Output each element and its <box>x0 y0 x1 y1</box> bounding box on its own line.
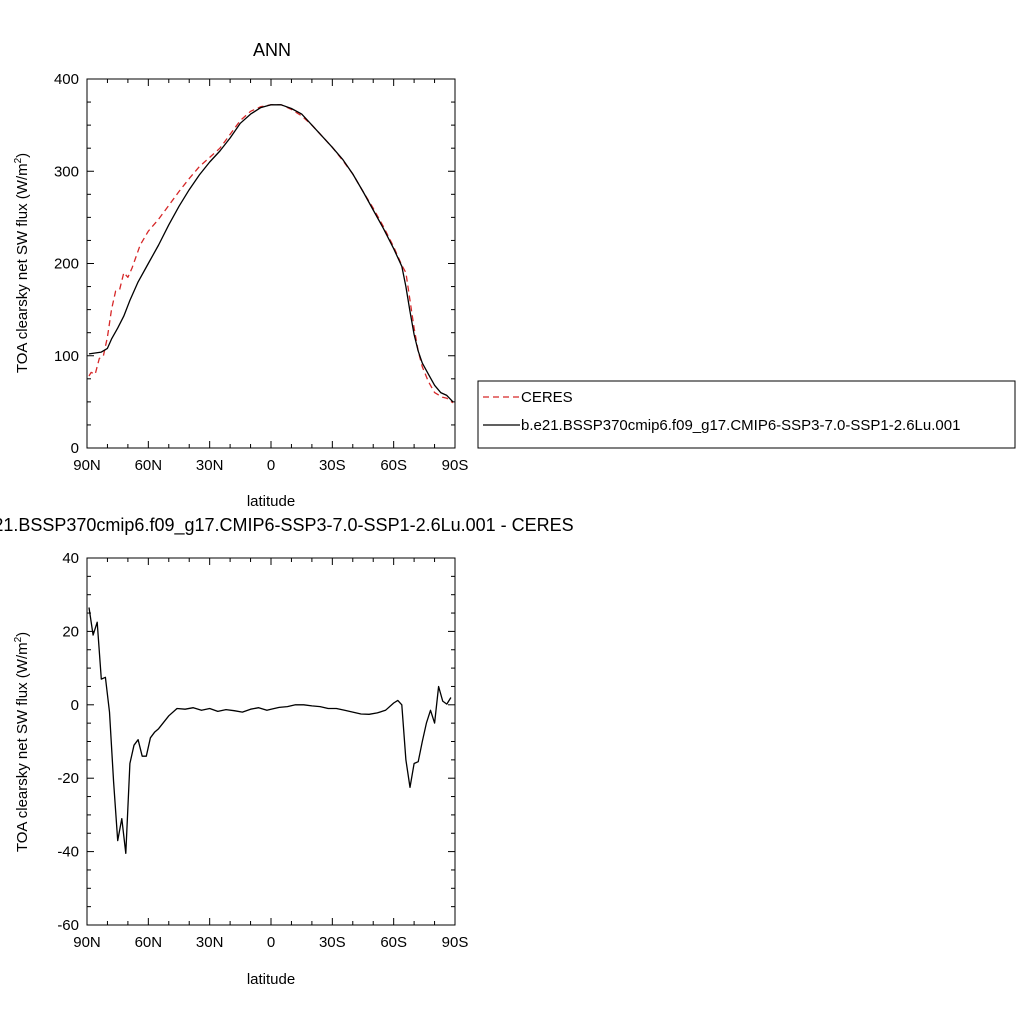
x-tick-label: 30N <box>196 457 224 474</box>
y-tick-label: -40 <box>57 844 79 861</box>
panel-1-x-axis-title: latitude <box>247 493 295 510</box>
panel-1-title: ANN <box>253 40 291 60</box>
series-line-difference <box>88 607 452 855</box>
y-tick-label: -60 <box>57 917 79 934</box>
y-tick-label: 20 <box>62 623 79 640</box>
y-tick-label: 0 <box>71 697 79 714</box>
x-tick-label: 60N <box>135 457 163 474</box>
legend-ceres-label: CERES <box>521 389 573 406</box>
x-tick-label: 0 <box>267 934 275 951</box>
x-tick-label: 90N <box>73 934 101 951</box>
x-tick-label: 30S <box>319 457 346 474</box>
y-tick-label: 400 <box>54 71 79 88</box>
y-tick-label: -20 <box>57 770 79 787</box>
panel-1-y-axis-title: TOA clearsky net SW flux (W/m2) <box>13 153 31 373</box>
panel-annual-mean: ANN 90N 60N 30N 0 30S 60S 90S 0 100 200 300 400 lat… <box>13 40 468 510</box>
y-tick-label: 300 <box>54 163 79 180</box>
panel-2-title: b.e21.BSSP370cmip6.f09_g17.CMIP6-SSP3-7.… <box>0 515 574 536</box>
x-tick-label: 30S <box>319 934 346 951</box>
panel-1-plot-area: 90N 60N 30N 0 30S 60S 90S 0 100 200 300 400 <box>54 71 468 474</box>
y-tick-label: 200 <box>54 256 79 273</box>
x-tick-label: 90S <box>442 934 469 951</box>
panel-difference: b.e21.BSSP370cmip6.f09_g17.CMIP6-SSP3-7.… <box>0 515 574 988</box>
y-tick-label: 0 <box>71 440 79 457</box>
panel-2-plot-area: 90N 60N 30N 0 30S 60S 90S -60 -40 -20 0 20 40 <box>57 550 468 951</box>
legend-box <box>477 380 1016 449</box>
x-tick-label: 60S <box>380 457 407 474</box>
panel-2-x-axis-title: latitude <box>247 971 295 988</box>
x-tick-label: 60S <box>380 934 407 951</box>
x-tick-label: 30N <box>196 934 224 951</box>
x-tick-label: 90N <box>73 457 101 474</box>
series-line-ceres <box>88 104 454 404</box>
plot-frame <box>86 557 456 926</box>
y-tick-label: 40 <box>62 550 79 567</box>
x-tick-label: 0 <box>267 457 275 474</box>
y-tick-label: 100 <box>54 348 79 365</box>
legend-model-label: b.e21.BSSP370cmip6.f09_g17.CMIP6-SSP3-7.… <box>521 417 960 434</box>
x-tick-label: 60N <box>135 934 163 951</box>
x-tick-label: 90S <box>442 457 469 474</box>
legend: CERES b.e21.BSSP370cmip6.f09_g17.CMIP6-S… <box>477 380 1016 449</box>
series-line-model <box>88 104 454 403</box>
panel-2-y-axis-title: TOA clearsky net SW flux (W/m2) <box>13 632 31 852</box>
